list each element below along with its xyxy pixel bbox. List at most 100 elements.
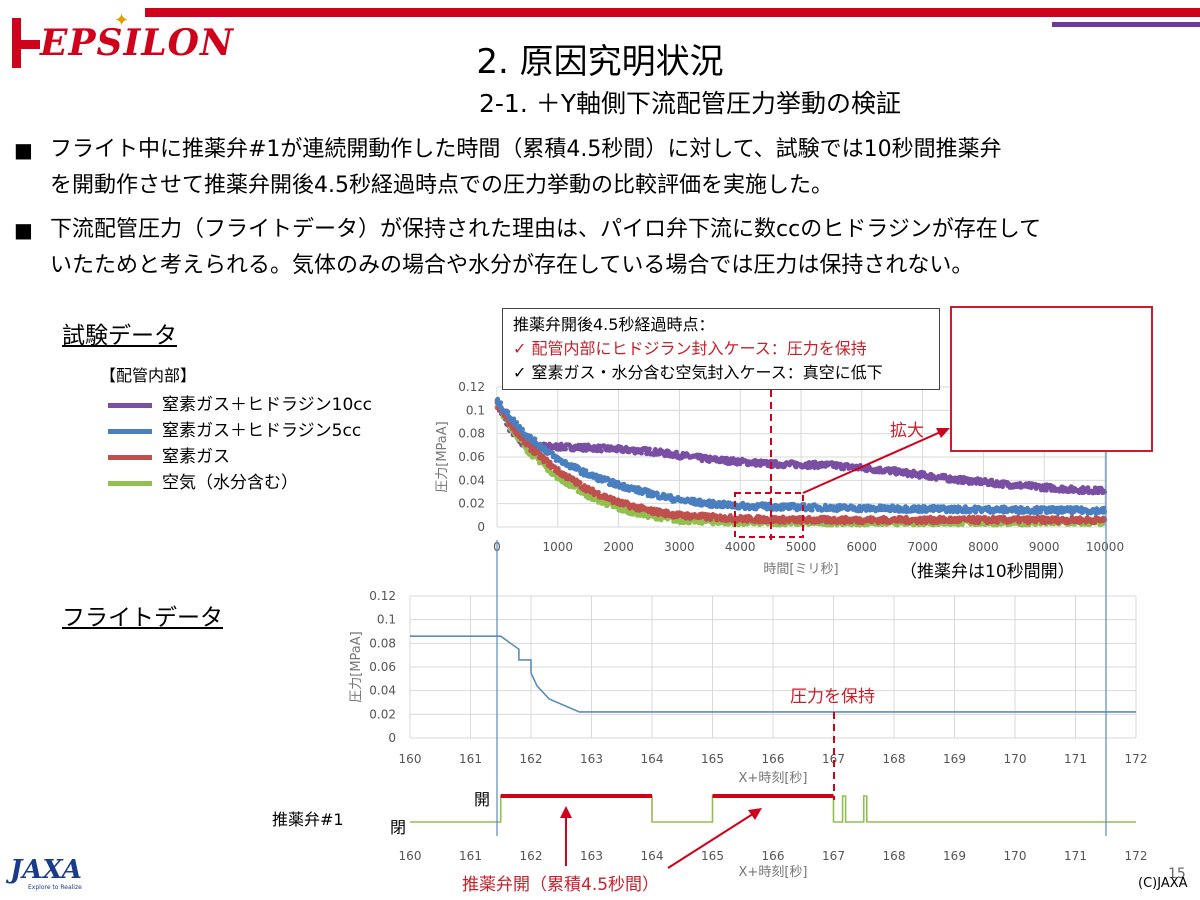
- valve-state-line: [410, 795, 1136, 823]
- jaxa-tagline: Explore to Realize: [28, 884, 82, 891]
- data-point: [532, 436, 538, 442]
- y-tick-label: 0.1: [466, 403, 485, 417]
- bullet-marker: ■: [14, 218, 33, 242]
- x-tick-label: 161: [459, 849, 482, 863]
- star-icon: ✦: [114, 10, 130, 31]
- legend-swatch: [108, 480, 152, 486]
- x-tick-label: 2000: [603, 540, 634, 554]
- x-tick-label: 6000: [847, 540, 878, 554]
- x-axis-label: X+時刻[秒]: [739, 771, 808, 786]
- x-tick-label: 10000: [1086, 540, 1124, 554]
- data-point: [596, 489, 601, 495]
- result-infobox: 推薬弁開後4.5秒経過時点： ✓ 配管内部にヒドジラン封入ケース：圧力を保持 ✓…: [502, 308, 940, 390]
- series-2: [494, 400, 1108, 526]
- x-tick-label: 162: [520, 752, 543, 766]
- data-point: [909, 473, 915, 479]
- infobox-title: 推薬弁開後4.5秒経過時点：: [513, 315, 715, 334]
- legend-item-nitrogen: 窒素ガス: [108, 445, 230, 469]
- x-tick-label: 172: [1125, 752, 1148, 766]
- legend-label: 空気（水分含む）: [162, 473, 298, 493]
- x-tick-label: 169: [943, 752, 966, 766]
- x-axis-label: 時間[ミリ秒]: [763, 562, 838, 577]
- infobox-line-hydrazine: ✓ 配管内部にヒドジラン封入ケース：圧力を保持: [513, 339, 867, 358]
- pressure-hold-label: 圧力を保持: [790, 687, 875, 707]
- bullet-marker: ■: [14, 138, 33, 162]
- x-tick-label: 167: [822, 849, 845, 863]
- valve-open-note: 推薬弁開（累積4.5秒間）: [462, 875, 660, 895]
- copyright: (C)JAXA: [1138, 876, 1188, 891]
- y-tick-label: 0.06: [458, 450, 485, 464]
- y-tick-label: 0.08: [369, 636, 396, 650]
- data-point: [498, 400, 504, 406]
- data-point: [1085, 485, 1091, 491]
- legend-swatch: [108, 428, 152, 434]
- data-point: [955, 480, 961, 485]
- flight-pressure-chart: 0 0.02 0.04 0.06 0.08 0.1 0.12 160 161 162 163 164 1…: [349, 589, 1147, 786]
- header-purple-bar: [1052, 22, 1200, 27]
- x-tick-label: 171: [1064, 752, 1087, 766]
- x-tick-label: 165: [701, 849, 724, 863]
- valve-closed-label: 閉: [390, 818, 407, 837]
- y-axis-label: 圧力[MPaA]: [349, 631, 364, 702]
- data-point: [563, 446, 568, 452]
- x-tick-label: 170: [1004, 752, 1027, 766]
- y-tick-label: 0.04: [369, 684, 396, 698]
- y-tick-label: 0.08: [458, 427, 485, 441]
- data-point: [598, 448, 604, 454]
- x-axis-label: X+時刻[秒]: [739, 865, 808, 880]
- y-axis-label: 圧力[MPaA]: [435, 421, 450, 492]
- x-tick-label: 5000: [786, 540, 817, 554]
- test-pressure-chart: 00.020.040.060.080.10.120100020003000400…: [435, 380, 1124, 577]
- x-tick-label: 171: [1064, 849, 1087, 863]
- y-tick-label: 0.04: [458, 473, 485, 487]
- data-point: [639, 450, 644, 456]
- x-tick-label: 1000: [543, 540, 574, 554]
- epsilon-logo: EPSILON: [40, 22, 234, 64]
- infobox-line-gas: ✓ 窒素ガス・水分含む空気封入ケース：真空に低下: [513, 363, 883, 382]
- valve-duration-note: （推薬弁は10秒間開）: [900, 562, 1075, 582]
- legend-item-air: 空気（水分含む）: [108, 471, 298, 495]
- y-tick-label: 0.02: [369, 707, 396, 721]
- x-tick-label: 160: [399, 752, 422, 766]
- legend-title: 【配管内部】: [100, 366, 197, 385]
- data-point: [647, 446, 652, 452]
- x-tick-label: 166: [762, 752, 785, 766]
- x-tick-label: 168: [883, 752, 906, 766]
- x-tick-label: 168: [883, 849, 906, 863]
- x-tick-label: 166: [762, 849, 785, 863]
- legend-swatch: [108, 402, 152, 408]
- x-tick-label: 169: [943, 849, 966, 863]
- legend-swatch: [108, 454, 152, 460]
- bullet-1-line-1: フライト中に推薬弁#1が連続開動作した時間（累積4.5秒間）に対して、試験では1…: [50, 137, 1002, 162]
- y-tick-label: 0: [477, 520, 485, 534]
- y-tick-label: 0.12: [369, 589, 396, 603]
- legend-label: 窒素ガス＋ヒドラジン5cc: [162, 421, 362, 441]
- x-tick-label: 164: [641, 849, 664, 863]
- bullet-1: ■ フライト中に推薬弁#1が連続開動作した時間（累積4.5秒間）に対して、試験で…: [14, 132, 1184, 204]
- valve-note-arrowhead-1: [560, 806, 572, 818]
- legend-label: 窒素ガス＋ヒドラジン10cc: [162, 395, 372, 415]
- page-subtitle: 2-1. ＋Y軸側下流配管圧力挙動の検証: [479, 89, 901, 118]
- valve-state-chart: 160 161 162 163 164 165 166 167 168 169 170 171 172 X…: [399, 794, 1147, 880]
- x-tick-label: 160: [399, 849, 422, 863]
- x-tick-label: 161: [459, 752, 482, 766]
- data-point: [773, 459, 779, 464]
- x-tick-label: 9000: [1029, 540, 1060, 554]
- legend-item-hydrazine-10cc: 窒素ガス＋ヒドラジン10cc: [108, 393, 372, 417]
- page-title: 2. 原因究明状況: [476, 42, 724, 82]
- logo-bar-horizontal: [12, 40, 40, 49]
- x-tick-label: 4000: [725, 540, 756, 554]
- data-point: [1000, 484, 1006, 490]
- data-point: [809, 507, 815, 513]
- x-tick-label: 163: [580, 849, 603, 863]
- legend-item-hydrazine-5cc: 窒素ガス＋ヒドラジン5cc: [108, 419, 361, 443]
- y-tick-label: 0.12: [458, 380, 485, 394]
- data-point: [960, 522, 965, 527]
- y-tick-label: 0.02: [458, 497, 485, 511]
- data-point: [520, 426, 525, 432]
- x-tick-label: 3000: [664, 540, 695, 554]
- header-red-bar: [145, 8, 1200, 17]
- zoom-inset-frame: [950, 306, 1153, 452]
- flight-data-label: フライトデータ: [62, 605, 223, 631]
- data-point: [838, 461, 844, 467]
